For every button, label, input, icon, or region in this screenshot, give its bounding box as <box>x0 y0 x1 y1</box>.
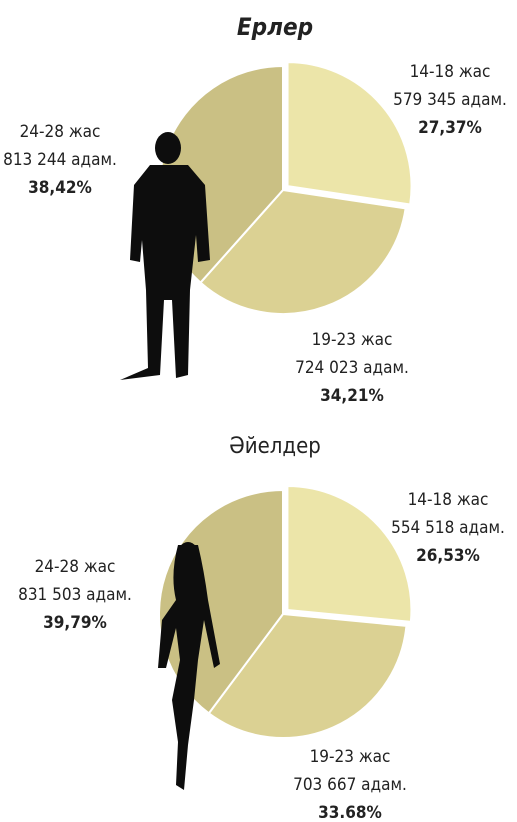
slice-percent: 33.68% <box>318 803 382 822</box>
pie-slice <box>288 62 412 204</box>
slice-category: 24-28 жас <box>20 122 101 142</box>
slice-category: 14-18 жас <box>408 490 489 510</box>
infographic: Ерлер 14-18 жас 579 345 адам. 27,37% 19-23 ж… <box>0 0 517 822</box>
chart-title: Әйелдер <box>229 434 321 459</box>
slice-percent: 26,53% <box>416 546 480 566</box>
slice-category: 24-28 жас <box>35 557 116 577</box>
slice-count: 579 345 адам. <box>393 90 507 110</box>
slice-count: 703 667 адам. <box>293 775 407 795</box>
pies: Ерлер 14-18 жас 579 345 адам. 27,37% 19-23 ж… <box>3 13 507 822</box>
slice-percent: 38,42% <box>28 178 92 198</box>
slice-count: 554 518 адам. <box>391 518 505 538</box>
slice-percent: 27,37% <box>418 118 482 138</box>
slice-percent: 34,21% <box>320 386 384 406</box>
slice-category: 14-18 жас <box>410 62 491 82</box>
chart-title: Ерлер <box>237 13 313 41</box>
pie-chart: Әйелдер 14-18 жас 554 518 адам. 26,53% 19-23… <box>18 434 505 822</box>
slice-category: 19-23 жас <box>310 747 391 767</box>
slice-count: 724 023 адам. <box>295 358 409 378</box>
pie-slice <box>287 486 411 622</box>
slice-percent: 39,79% <box>43 613 107 633</box>
slice-category: 19-23 жас <box>312 330 393 350</box>
slice-count: 813 244 адам. <box>3 150 117 170</box>
pie-chart: Ерлер 14-18 жас 579 345 адам. 27,37% 19-23 ж… <box>3 13 507 406</box>
slice-count: 831 503 адам. <box>18 585 132 605</box>
